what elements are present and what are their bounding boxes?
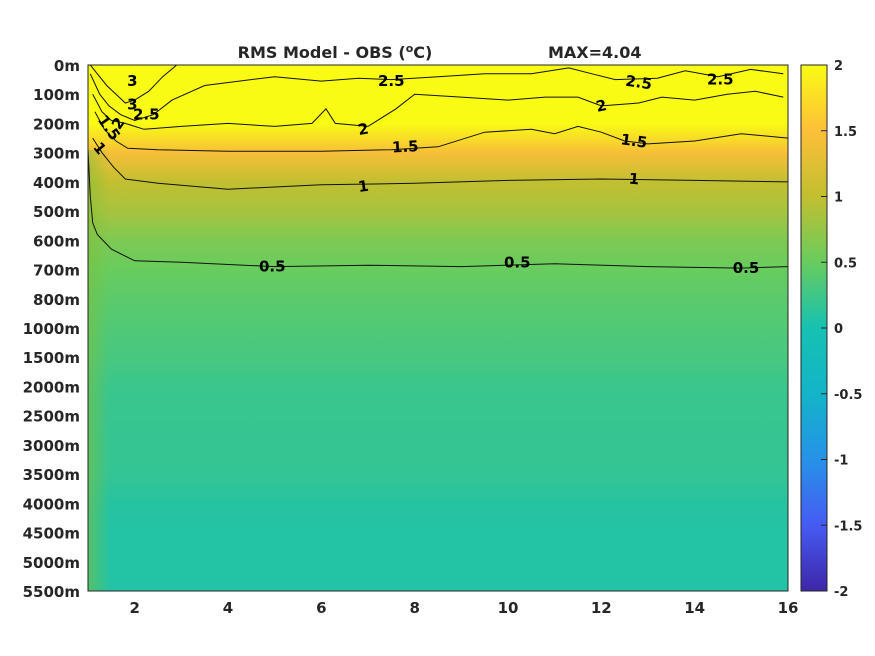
y-tick-label: 4000m — [23, 495, 80, 513]
y-tick-label: 100m — [33, 86, 80, 104]
contour-label: 0.5 — [733, 259, 760, 277]
contour-label: 1 — [628, 170, 640, 189]
heatmap-left-edge — [88, 150, 110, 591]
y-tick-label: 600m — [33, 232, 80, 250]
contour-line-3 — [89, 65, 178, 104]
colorbar-tick-label: 1 — [834, 191, 843, 206]
contour-label: 3 — [127, 96, 137, 114]
y-tick-label: 4500m — [23, 525, 80, 543]
title-degree-sup: o — [406, 42, 414, 55]
x-tick-label: 2 — [129, 599, 139, 617]
contour-label: 0.5 — [259, 258, 286, 276]
contour-label: 2.5 — [378, 72, 405, 90]
contour-line-1-5 — [94, 111, 788, 152]
colorbar-tick-label: -1.5 — [834, 519, 862, 534]
x-tick-label: 14 — [684, 599, 705, 617]
y-axis-tick-labels: 0m 100m 200m 300m 400m 500m 600m 700m 800m 1000m 1… — [23, 57, 80, 601]
x-tick-label: 16 — [778, 599, 799, 617]
colorbar-tick-label: 1.5 — [834, 125, 857, 140]
max-label: MAX=4.04 — [548, 43, 642, 62]
contour-label: 3 — [127, 72, 137, 90]
x-tick-label: 6 — [316, 599, 326, 617]
x-tick-label: 4 — [223, 599, 233, 617]
contour-label: 2 — [357, 120, 370, 140]
contour-label: 0.5 — [504, 253, 531, 271]
contour-line-0-5 — [88, 149, 788, 269]
colorbar-tick-label: 0 — [834, 322, 843, 337]
contour-label: 1.5 — [620, 130, 649, 152]
y-tick-label: 300m — [33, 145, 80, 163]
contour-label: 1.5 — [392, 137, 419, 156]
x-tick-label: 10 — [498, 599, 519, 617]
x-tick-label: 12 — [591, 599, 612, 617]
contour-label: 1 — [357, 177, 370, 196]
contour-label: 2 — [594, 96, 608, 116]
colorbar: 2 1.5 1 0.5 0 -0.5 -1 -1.5 -2 — [800, 59, 862, 600]
y-tick-label: 2000m — [23, 378, 80, 396]
y-tick-label: 500m — [33, 203, 80, 221]
y-tick-label: 0m — [54, 57, 80, 75]
contour-line-2-5 — [89, 67, 784, 122]
colorbar-tick-label: -0.5 — [834, 388, 862, 403]
contour-label: 2.5 — [624, 72, 653, 94]
y-tick-label: 1000m — [23, 320, 80, 338]
y-tick-label: 700m — [33, 262, 80, 280]
y-tick-label: 3500m — [23, 466, 80, 484]
y-tick-label: 5500m — [23, 583, 80, 601]
colorbar-tick-labels: 2 1.5 1 0.5 0 -0.5 -1 -1.5 -2 — [821, 59, 862, 600]
contour-lines — [88, 65, 788, 269]
x-axis-tick-labels: 2 4 6 8 10 12 14 16 — [129, 599, 798, 617]
colorbar-tick-label: -1 — [834, 454, 848, 469]
colorbar-tick-label: -2 — [834, 585, 848, 600]
contour-line-2 — [92, 90, 784, 130]
contour-label: 2.5 — [133, 106, 160, 124]
y-tick-label: 400m — [33, 174, 80, 192]
y-tick-label: 3000m — [23, 437, 80, 455]
contour-line-1 — [92, 137, 788, 190]
colorbar-tick-label: 2 — [834, 59, 843, 74]
chart-title: RMS Model - OBS (oC) — [238, 42, 433, 63]
contour-label: 2.5 — [707, 71, 734, 89]
plot-frame — [87, 64, 789, 592]
y-tick-label: 2500m — [23, 408, 80, 426]
y-tick-label: 5000m — [23, 554, 80, 572]
y-tick-label: 200m — [33, 115, 80, 133]
y-tick-label: 800m — [33, 291, 80, 309]
x-tick-label: 8 — [409, 599, 419, 617]
colorbar-tick-label: 0.5 — [834, 256, 857, 271]
y-tick-label: 1500m — [23, 349, 80, 367]
heatmap-field — [88, 65, 788, 591]
